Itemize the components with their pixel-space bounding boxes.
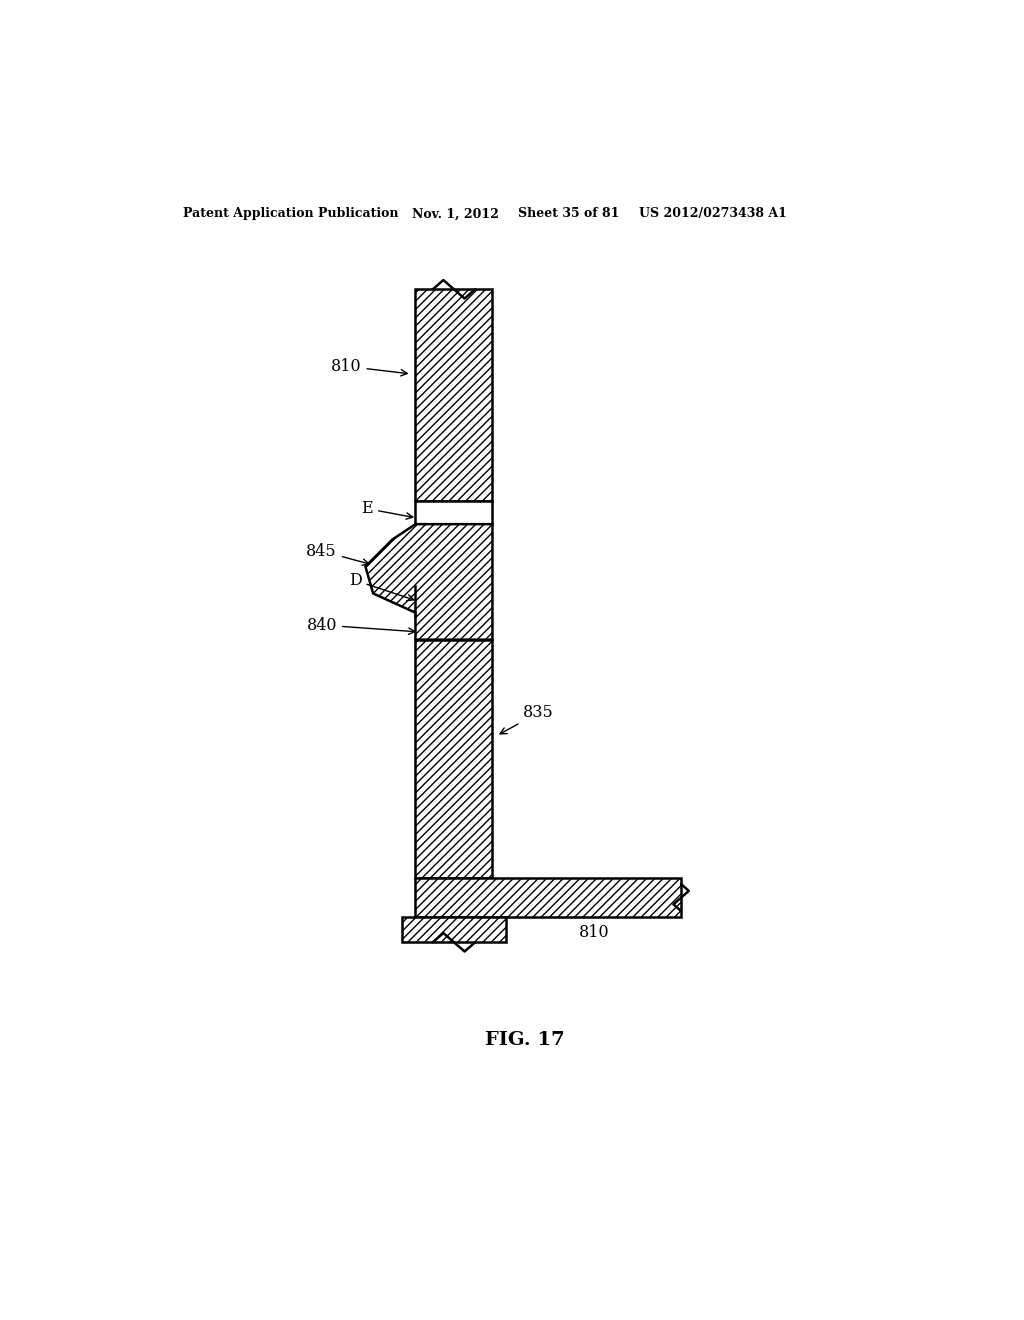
Text: 810: 810: [579, 924, 609, 941]
Text: Nov. 1, 2012: Nov. 1, 2012: [412, 207, 499, 220]
Polygon shape: [366, 524, 493, 640]
Polygon shape: [416, 878, 681, 917]
Text: 835: 835: [500, 705, 554, 734]
Text: D: D: [349, 572, 414, 601]
Polygon shape: [416, 640, 493, 878]
Text: Sheet 35 of 81: Sheet 35 of 81: [518, 207, 620, 220]
Polygon shape: [416, 289, 493, 502]
Polygon shape: [401, 917, 506, 942]
Bar: [416, 502, 493, 524]
Text: 845: 845: [306, 543, 369, 565]
Text: E: E: [361, 500, 413, 519]
Text: FIG. 17: FIG. 17: [485, 1031, 564, 1049]
Text: 840: 840: [306, 616, 415, 635]
Text: 810: 810: [331, 358, 408, 376]
Text: US 2012/0273438 A1: US 2012/0273438 A1: [639, 207, 786, 220]
Text: Patent Application Publication: Patent Application Publication: [183, 207, 398, 220]
